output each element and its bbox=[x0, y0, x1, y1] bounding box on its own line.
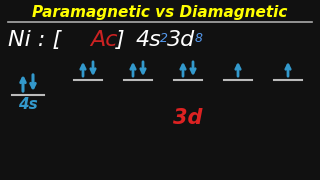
Text: Paramagnetic vs Diamagnetic: Paramagnetic vs Diamagnetic bbox=[32, 5, 288, 20]
Text: 2: 2 bbox=[160, 32, 168, 45]
Text: ]: ] bbox=[116, 30, 124, 50]
Text: 3d: 3d bbox=[173, 108, 203, 128]
Text: Ac: Ac bbox=[90, 30, 117, 50]
Text: 8: 8 bbox=[195, 32, 203, 45]
Text: 3d: 3d bbox=[167, 30, 195, 50]
Text: 4s: 4s bbox=[18, 97, 38, 112]
Text: 4s: 4s bbox=[136, 30, 162, 50]
Text: Ni : [: Ni : [ bbox=[8, 30, 61, 50]
